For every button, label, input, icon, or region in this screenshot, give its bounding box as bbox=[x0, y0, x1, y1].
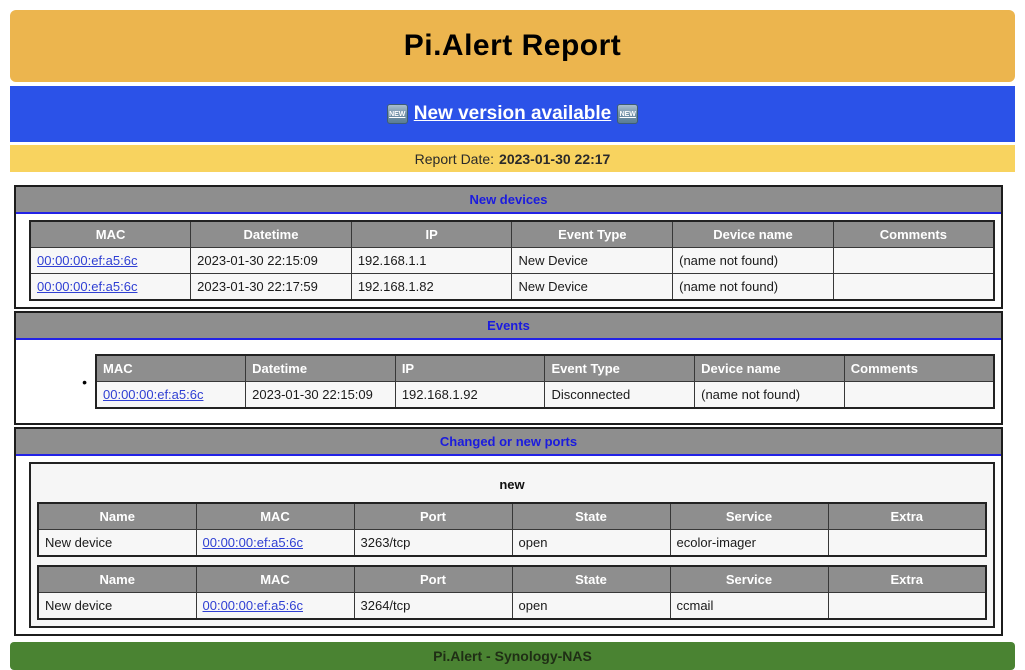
column-header-event-type: Event Type bbox=[544, 354, 696, 382]
ports-group-label: new bbox=[499, 477, 525, 492]
cell-service: ecolor-imager bbox=[669, 529, 829, 557]
bullet-icon: • bbox=[82, 373, 87, 390]
mac-link[interactable]: 00:00:00:ef:a5:6c bbox=[37, 279, 138, 294]
column-header-event-type: Event Type bbox=[511, 220, 674, 248]
cell-datetime: 2023-01-30 22:15:09 bbox=[190, 247, 352, 274]
table-header-row: MAC Datetime IP Event Type Device name C… bbox=[29, 220, 995, 248]
events-table: MAC Datetime IP Event Type Device name C… bbox=[95, 354, 995, 409]
ports-table-1: Name MAC Port State Service Extra New de… bbox=[37, 502, 987, 557]
cell-mac: 00:00:00:ef:a5:6c bbox=[195, 529, 355, 557]
cell-datetime: 2023-01-30 22:15:09 bbox=[245, 381, 396, 409]
column-header-extra: Extra bbox=[827, 502, 987, 530]
table-row: New device 00:00:00:ef:a5:6c 3264/tcp op… bbox=[37, 592, 987, 620]
page-title: Pi.Alert Report bbox=[403, 29, 622, 62]
mac-link[interactable]: 00:00:00:ef:a5:6c bbox=[202, 598, 303, 613]
mac-link[interactable]: 00:00:00:ef:a5:6c bbox=[202, 535, 303, 550]
events-list-item: • MAC Datetime IP Event Type Device name… bbox=[29, 354, 995, 409]
cell-datetime: 2023-01-30 22:17:59 bbox=[190, 273, 352, 301]
new-badge-icon[interactable]: NEW bbox=[386, 104, 408, 124]
cell-service: ccmail bbox=[669, 592, 829, 620]
column-header-port: Port bbox=[353, 565, 513, 593]
cell-name: New device bbox=[37, 529, 197, 557]
section-body-ports: new Name MAC Port State Service Extra Ne… bbox=[16, 456, 1001, 634]
report-date-label: Report Date: bbox=[414, 150, 495, 167]
column-header-state: State bbox=[511, 502, 671, 530]
column-header-comments: Comments bbox=[843, 354, 995, 382]
section-new-devices: New devices MAC Datetime IP Event Type D… bbox=[14, 185, 1003, 309]
cell-extra bbox=[827, 529, 987, 557]
table-row: 00:00:00:ef:a5:6c 2023-01-30 22:15:09 19… bbox=[29, 247, 995, 274]
section-title-ports: Changed or new ports bbox=[16, 429, 1001, 456]
column-header-mac: MAC bbox=[29, 220, 192, 248]
section-body-events: • MAC Datetime IP Event Type Device name… bbox=[16, 340, 1001, 423]
footer-text: Pi.Alert - Synology-NAS bbox=[433, 648, 592, 664]
cell-ip: 192.168.1.92 bbox=[394, 381, 546, 409]
cell-comments bbox=[832, 273, 995, 301]
cell-device-name: (name not found) bbox=[672, 273, 834, 301]
cell-state: open bbox=[511, 529, 671, 557]
cell-device-name: (name not found) bbox=[694, 381, 845, 409]
column-header-name: Name bbox=[37, 565, 197, 593]
cell-extra bbox=[827, 592, 987, 620]
cell-port: 3264/tcp bbox=[353, 592, 513, 620]
column-header-state: State bbox=[511, 565, 671, 593]
table-header-row: MAC Datetime IP Event Type Device name C… bbox=[95, 354, 995, 382]
section-events: Events • MAC Datetime IP Event Type Devi… bbox=[14, 311, 1003, 425]
cell-event-type: New Device bbox=[511, 247, 674, 274]
table-row: 00:00:00:ef:a5:6c 2023-01-30 22:17:59 19… bbox=[29, 273, 995, 301]
cell-ip: 192.168.1.82 bbox=[350, 273, 513, 301]
cell-port: 3263/tcp bbox=[353, 529, 513, 557]
table-header-row: Name MAC Port State Service Extra bbox=[37, 502, 987, 530]
section-title-events: Events bbox=[16, 313, 1001, 340]
column-header-datetime: Datetime bbox=[190, 220, 352, 248]
column-header-service: Service bbox=[669, 565, 829, 593]
report-date-value: 2023-01-30 22:17 bbox=[499, 150, 611, 167]
table-row: 00:00:00:ef:a5:6c 2023-01-30 22:15:09 19… bbox=[95, 381, 995, 409]
cell-mac: 00:00:00:ef:a5:6c bbox=[195, 592, 355, 620]
cell-event-type: Disconnected bbox=[544, 381, 696, 409]
column-header-ip: IP bbox=[350, 220, 513, 248]
cell-event-type: New Device bbox=[511, 273, 674, 301]
column-header-comments: Comments bbox=[832, 220, 995, 248]
new-badge-icon[interactable]: NEW bbox=[617, 104, 639, 124]
section-title-new-devices: New devices bbox=[16, 187, 1001, 214]
cell-device-name: (name not found) bbox=[672, 247, 834, 274]
cell-comments bbox=[832, 247, 995, 274]
column-header-device-name: Device name bbox=[672, 220, 834, 248]
cell-comments bbox=[843, 381, 995, 409]
cell-state: open bbox=[511, 592, 671, 620]
table-row: New device 00:00:00:ef:a5:6c 3263/tcp op… bbox=[37, 529, 987, 557]
column-header-name: Name bbox=[37, 502, 197, 530]
new-version-link-label[interactable]: New version available bbox=[413, 103, 612, 124]
section-ports: Changed or new ports new Name MAC Port S… bbox=[14, 427, 1003, 636]
column-header-port: Port bbox=[353, 502, 513, 530]
cell-ip: 192.168.1.1 bbox=[350, 247, 513, 274]
column-header-service: Service bbox=[669, 502, 829, 530]
mac-link[interactable]: 00:00:00:ef:a5:6c bbox=[37, 253, 138, 268]
mac-link[interactable]: 00:00:00:ef:a5:6c bbox=[103, 387, 204, 402]
cell-name: New device bbox=[37, 592, 197, 620]
report-date-bar: Report Date: 2023-01-30 22:17 bbox=[10, 145, 1015, 172]
column-header-mac: MAC bbox=[95, 354, 247, 382]
column-header-extra: Extra bbox=[827, 565, 987, 593]
table-header-row: Name MAC Port State Service Extra bbox=[37, 565, 987, 593]
new-devices-table: MAC Datetime IP Event Type Device name C… bbox=[29, 220, 995, 301]
ports-table-2: Name MAC Port State Service Extra New de… bbox=[37, 565, 987, 620]
column-header-datetime: Datetime bbox=[245, 354, 396, 382]
column-header-device-name: Device name bbox=[694, 354, 845, 382]
app-footer: Pi.Alert - Synology-NAS bbox=[10, 642, 1015, 670]
version-banner: NEW New version available NEW bbox=[10, 86, 1015, 142]
ports-group-box: new Name MAC Port State Service Extra Ne… bbox=[29, 462, 995, 628]
new-version-link[interactable]: NEW New version available NEW bbox=[386, 103, 639, 125]
app-header: Pi.Alert Report bbox=[10, 10, 1015, 82]
column-header-mac: MAC bbox=[195, 502, 355, 530]
section-body-new-devices: MAC Datetime IP Event Type Device name C… bbox=[16, 214, 1001, 307]
cell-mac: 00:00:00:ef:a5:6c bbox=[95, 381, 247, 409]
column-header-ip: IP bbox=[394, 354, 546, 382]
cell-mac: 00:00:00:ef:a5:6c bbox=[29, 273, 192, 301]
cell-mac: 00:00:00:ef:a5:6c bbox=[29, 247, 192, 274]
column-header-mac: MAC bbox=[195, 565, 355, 593]
